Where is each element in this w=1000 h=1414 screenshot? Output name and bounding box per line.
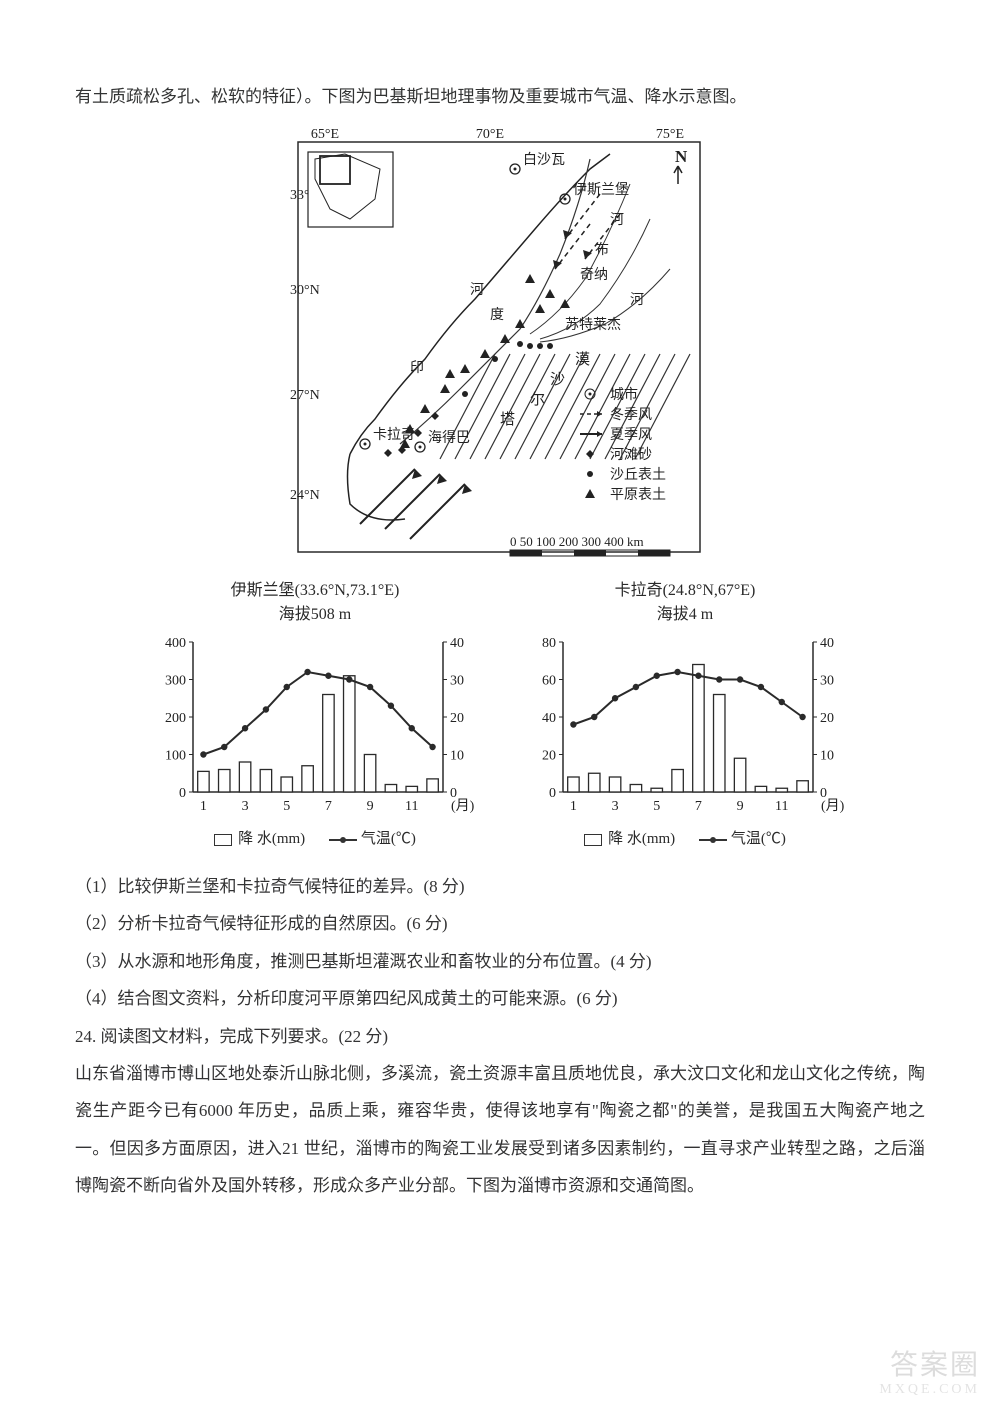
svg-text:奇纳: 奇纳 [580,266,608,283]
svg-text:11: 11 [775,799,788,814]
svg-text:0 50 100 200 300 400 km: 0 50 100 200 300 400 km [510,534,644,549]
karachi-title: 卡拉奇(24.8°N,67°E) 海拔4 m [515,579,855,627]
q24-header: 24. 阅读图文材料，完成下列要求。(22 分) [75,1018,925,1055]
svg-text:河: 河 [610,212,624,228]
svg-text:7: 7 [695,799,702,814]
svg-text:伊斯兰堡: 伊斯兰堡 [573,182,629,198]
svg-text:400: 400 [165,636,186,651]
svg-text:(月): (月) [821,798,845,814]
svg-text:3: 3 [242,799,249,814]
svg-text:0: 0 [179,786,186,801]
karachi-climograph: 0204060800102030401357911(月) [515,632,855,822]
svg-text:30: 30 [450,674,464,689]
svg-text:沙: 沙 [550,372,565,388]
climate-charts-row: 伊斯兰堡(33.6°N,73.1°E) 海拔508 m 010020030040… [75,579,925,848]
svg-text:海得巴: 海得巴 [428,429,470,446]
svg-text:20: 20 [450,711,464,726]
svg-text:40: 40 [820,636,834,651]
svg-text:漠: 漠 [575,351,590,368]
svg-text:0: 0 [549,786,556,801]
temp-legend-line [329,839,357,841]
svg-text:平原表土: 平原表土 [610,487,666,503]
chart-legend-1: 降 水(mm) 气温(℃) [515,827,855,848]
svg-text:20: 20 [542,749,556,764]
svg-text:27°N: 27°N [290,388,320,403]
svg-text:1: 1 [570,799,577,814]
svg-text:尔: 尔 [530,391,545,408]
precip-legend-label: 降 水(mm) [238,831,305,847]
svg-text:9: 9 [737,799,744,814]
svg-text:70°E: 70°E [476,127,504,142]
svg-text:1: 1 [200,799,207,814]
svg-text:9: 9 [367,799,374,814]
svg-text:40: 40 [450,636,464,651]
islamabad-chart-block: 伊斯兰堡(33.6°N,73.1°E) 海拔508 m 0 100 200 300 40… [145,579,485,848]
svg-text:100: 100 [165,749,186,764]
svg-text:75°E: 75°E [656,127,684,142]
question-2: （2）分析卡拉奇气候特征形成的自然原因。(6 分) [75,905,925,942]
svg-text:(月): (月) [451,798,475,814]
svg-text:3: 3 [612,799,619,814]
svg-text:印: 印 [410,360,424,376]
temp-legend-label: 气温(℃) [731,831,786,847]
svg-text:20: 20 [820,711,834,726]
svg-text:30: 30 [820,674,834,689]
svg-text:苏特莱杰: 苏特莱杰 [565,317,621,333]
islamabad-climograph: 01002003004000102030401357911(月) [145,632,485,822]
temp-legend-line [699,839,727,841]
islamabad-title: 伊斯兰堡(33.6°N,73.1°E) 海拔508 m [145,579,485,627]
chart-title-2: 卡拉奇(24.8°N,67°E) [615,582,756,599]
q24-body: 山东省淄博市博山区地处泰沂山脉北侧，多溪流，瓷土资源丰富且质地优良，承大汶口文化… [75,1055,925,1205]
svg-text:塔: 塔 [500,411,515,428]
svg-text:80: 80 [542,636,556,651]
svg-text:N: N [675,147,688,166]
chart-subtitle-2: 海拔4 m [657,606,713,623]
karachi-chart-block: 卡拉奇(24.8°N,67°E) 海拔4 m 02040608001020304… [515,579,855,848]
chart-legend-0: 降 水(mm) 气温(℃) [145,827,485,848]
question-list: （1）比较伊斯兰堡和卡拉奇气候特征的差异。(8 分) （2）分析卡拉奇气候特征形… [75,868,925,1018]
watermark-sub: MXQE.COM [879,1382,980,1399]
chart-title-1: 伊斯兰堡(33.6°N,73.1°E) [231,582,400,599]
svg-text:24°N: 24°N [290,488,320,503]
svg-text:7: 7 [325,799,332,814]
svg-text:河: 河 [630,292,644,308]
question-4: （4）结合图文资料，分析印度河平原第四纪风成黄土的可能来源。(6 分) [75,980,925,1017]
svg-text:65°E: 65°E [311,127,339,142]
svg-text:河滩砂: 河滩砂 [610,447,652,463]
watermark-main: 答案圈 [879,1349,980,1383]
svg-text:300: 300 [165,674,186,689]
svg-text:5: 5 [653,799,660,814]
chart-subtitle-1: 海拔508 m [279,606,351,623]
map-svg: 65°E70°E75°E33°N30°N27°N24°N塔尔沙漠布奇纳河河苏特莱… [290,124,710,564]
svg-text:11: 11 [405,799,418,814]
svg-text:200: 200 [165,711,186,726]
svg-text:10: 10 [820,749,834,764]
precip-legend-box [584,834,602,846]
question-3: （3）从水源和地形角度，推测巴基斯坦灌溉农业和畜牧业的分布位置。(4 分) [75,943,925,980]
svg-text:度: 度 [490,307,504,323]
svg-text:夏季风: 夏季风 [610,427,652,443]
svg-text:冬季风: 冬季风 [610,407,652,423]
svg-text:城市: 城市 [610,386,638,403]
svg-text:40: 40 [542,711,556,726]
svg-text:5: 5 [283,799,290,814]
precip-legend-box [214,834,232,846]
svg-text:沙丘表土: 沙丘表土 [610,467,666,483]
pakistan-map: 65°E70°E75°E33°N30°N27°N24°N塔尔沙漠布奇纳河河苏特莱… [290,124,710,564]
svg-text:60: 60 [542,674,556,689]
intro-paragraph: 有土质疏松多孔、松软的特征）。下图为巴基斯坦地理事物及重要城市气温、降水示意图。 [75,80,925,114]
svg-text:白沙瓦: 白沙瓦 [523,152,565,168]
question-1: （1）比较伊斯兰堡和卡拉奇气候特征的差异。(8 分) [75,868,925,905]
svg-text:10: 10 [450,749,464,764]
svg-text:30°N: 30°N [290,283,320,298]
watermark: 答案圈 MXQE.COM [879,1349,980,1399]
temp-legend-label: 气温(℃) [361,831,416,847]
svg-text:河: 河 [470,282,484,298]
precip-legend-label: 降 水(mm) [608,831,675,847]
